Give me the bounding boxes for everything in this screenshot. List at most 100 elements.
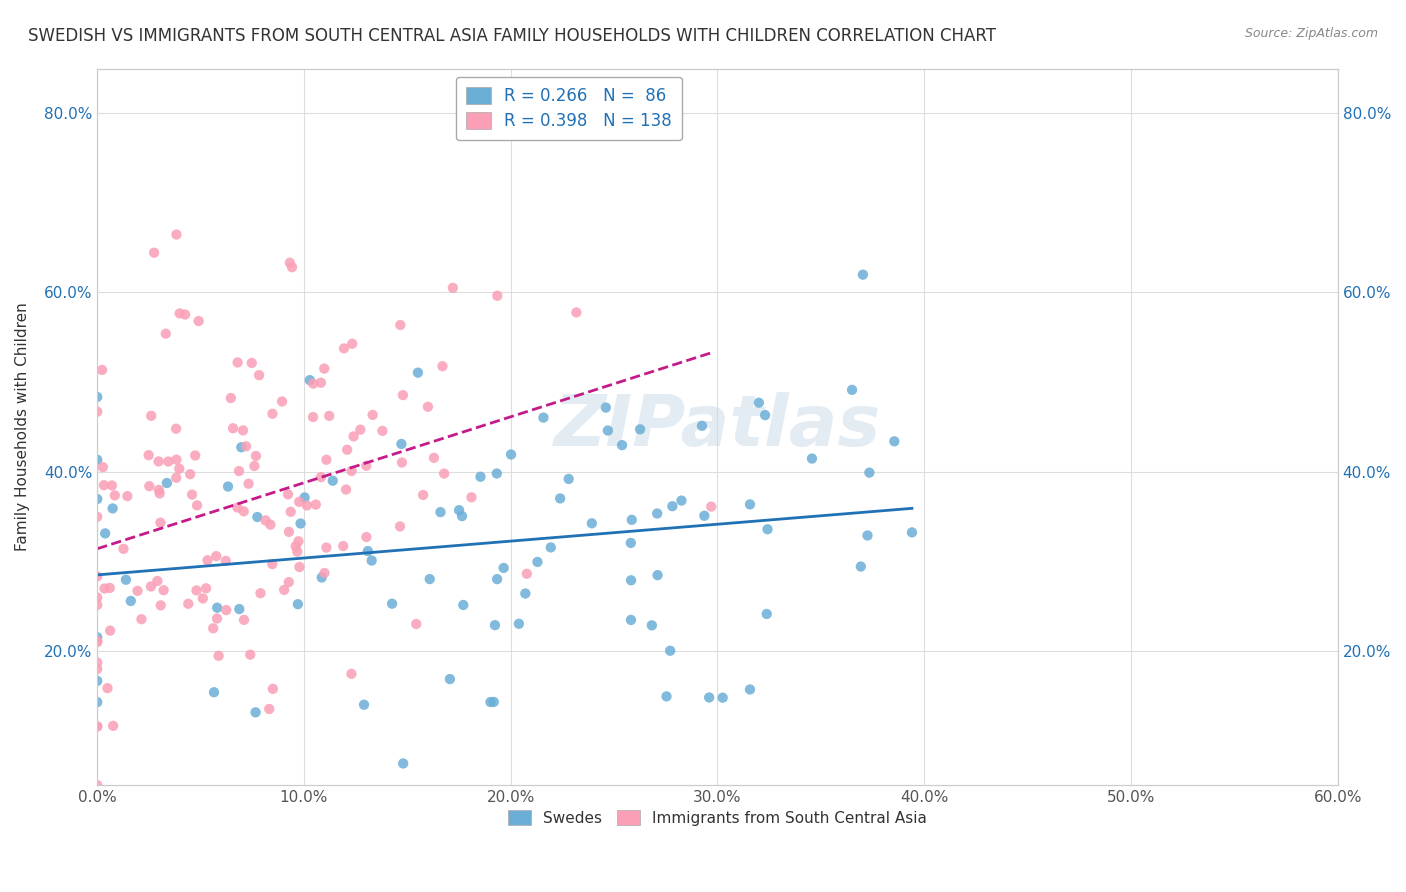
Point [96,681,118,695]
Point [309,470,332,484]
Point [693,508,716,523]
Point [245,449,267,463]
Legend: Swedes, Immigrants from South Central Asia: Swedes, Immigrants from South Central As… [499,800,936,835]
Point [228,464,250,478]
Point [155,326,177,341]
Point [249,586,271,600]
Point [179,467,201,482]
Point [243,458,266,473]
Point [389,519,412,533]
Point [86,452,108,467]
Point [486,572,509,586]
Point [470,469,492,483]
Point [138,448,160,462]
Point [901,525,924,540]
Point [86,630,108,644]
Point [101,478,124,492]
Point [485,467,508,481]
Point [697,690,720,705]
Point [711,690,734,705]
Y-axis label: Family Households with Children: Family Households with Children [15,302,30,551]
Point [755,607,778,621]
Point [361,408,384,422]
Point [516,566,538,581]
Point [169,306,191,320]
Point [86,591,108,605]
Point [416,400,439,414]
Point [332,539,354,553]
Point [205,611,228,625]
Point [247,368,270,383]
Point [671,493,693,508]
Point [277,524,299,539]
Point [533,410,555,425]
Point [389,318,412,332]
Point [231,440,253,454]
Point [315,541,337,555]
Point [245,706,267,720]
Point [841,383,863,397]
Point [287,534,309,549]
Point [120,594,142,608]
Point [298,373,321,387]
Point [91,363,114,377]
Point [441,281,464,295]
Point [217,479,239,493]
Point [93,582,115,596]
Text: Source: ZipAtlas.com: Source: ZipAtlas.com [1244,27,1378,40]
Point [232,424,254,438]
Point [738,497,761,511]
Point [295,499,318,513]
Point [208,648,231,663]
Point [186,499,208,513]
Point [98,581,121,595]
Point [219,391,242,405]
Point [205,549,228,563]
Point [852,268,875,282]
Point [86,509,108,524]
Point [277,575,299,590]
Point [177,597,200,611]
Point [548,491,571,506]
Point [595,401,617,415]
Point [856,528,879,542]
Point [311,570,333,584]
Point [165,227,187,242]
Point [391,456,413,470]
Point [309,376,332,390]
Point [499,448,522,462]
Point [290,516,312,531]
Point [508,616,530,631]
Point [148,454,170,468]
Point [318,409,340,423]
Point [86,390,108,404]
Point [343,429,366,443]
Point [86,405,108,419]
Point [195,582,218,596]
Point [305,498,328,512]
Point [239,648,262,662]
Point [232,504,254,518]
Point [93,478,115,492]
Point [738,682,761,697]
Point [596,424,619,438]
Point [139,579,162,593]
Point [287,597,309,611]
Point [423,450,446,465]
Point [655,690,678,704]
Point [647,568,669,582]
Point [392,388,415,402]
Point [262,557,284,571]
Point [581,516,603,531]
Point [526,555,548,569]
Point [754,408,776,422]
Text: ZIPatlas: ZIPatlas [554,392,882,461]
Point [322,474,344,488]
Point [433,467,456,481]
Point [197,553,219,567]
Point [419,572,441,586]
Point [257,702,280,716]
Point [271,394,294,409]
Point [86,662,108,676]
Point [340,666,363,681]
